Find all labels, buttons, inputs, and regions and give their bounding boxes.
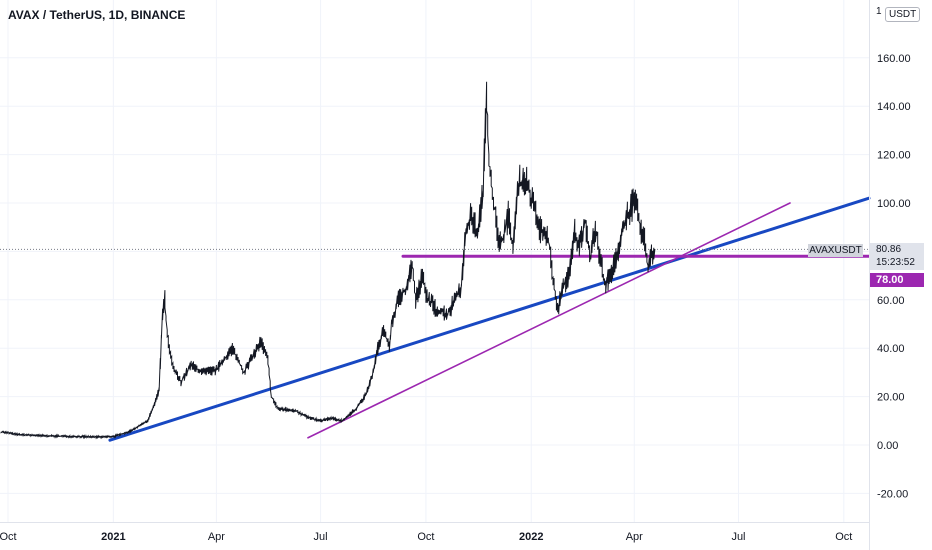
x-tick-label: 2022 <box>519 531 543 543</box>
x-tick-label: 2021 <box>101 531 125 543</box>
y-tick-label: 160.00 <box>877 53 911 65</box>
x-tick-label: Oct <box>0 531 17 543</box>
trend-line <box>307 202 791 439</box>
last-price-value: 80.86 <box>876 244 902 255</box>
y-tick-label: 100.00 <box>877 198 911 210</box>
horizontal-level-tag: 78.00 <box>870 273 924 287</box>
x-tick-label: Oct <box>417 531 434 543</box>
x-tick-label: Oct <box>835 531 852 543</box>
y-tick-label: -20.00 <box>877 488 908 500</box>
price-series-line <box>0 81 656 440</box>
x-tick-label: Jul <box>731 531 745 543</box>
x-tick-label: Apr <box>208 531 225 543</box>
chart-title: AVAX / TetherUS, 1D, BINANCE <box>8 8 186 22</box>
currency-unit-button[interactable]: USDT <box>885 7 921 22</box>
scale-corner-label: 1 <box>876 6 882 17</box>
trend-line <box>108 196 871 442</box>
y-tick-label: 20.00 <box>877 392 905 404</box>
y-tick-label: 0.00 <box>877 440 898 452</box>
y-tick-label: 140.00 <box>877 101 911 113</box>
y-tick-label: 120.00 <box>877 150 911 162</box>
x-tick-label: Apr <box>626 531 643 543</box>
y-tick-label: 60.00 <box>877 295 905 307</box>
bar-countdown: 15:23:52 <box>876 257 915 268</box>
symbol-label: AVAXUSDT <box>808 244 863 257</box>
last-price-tag: 80.86 15:23:52 <box>870 243 924 270</box>
y-tick-label: 40.00 <box>877 343 905 355</box>
x-tick-label: Jul <box>314 531 328 543</box>
